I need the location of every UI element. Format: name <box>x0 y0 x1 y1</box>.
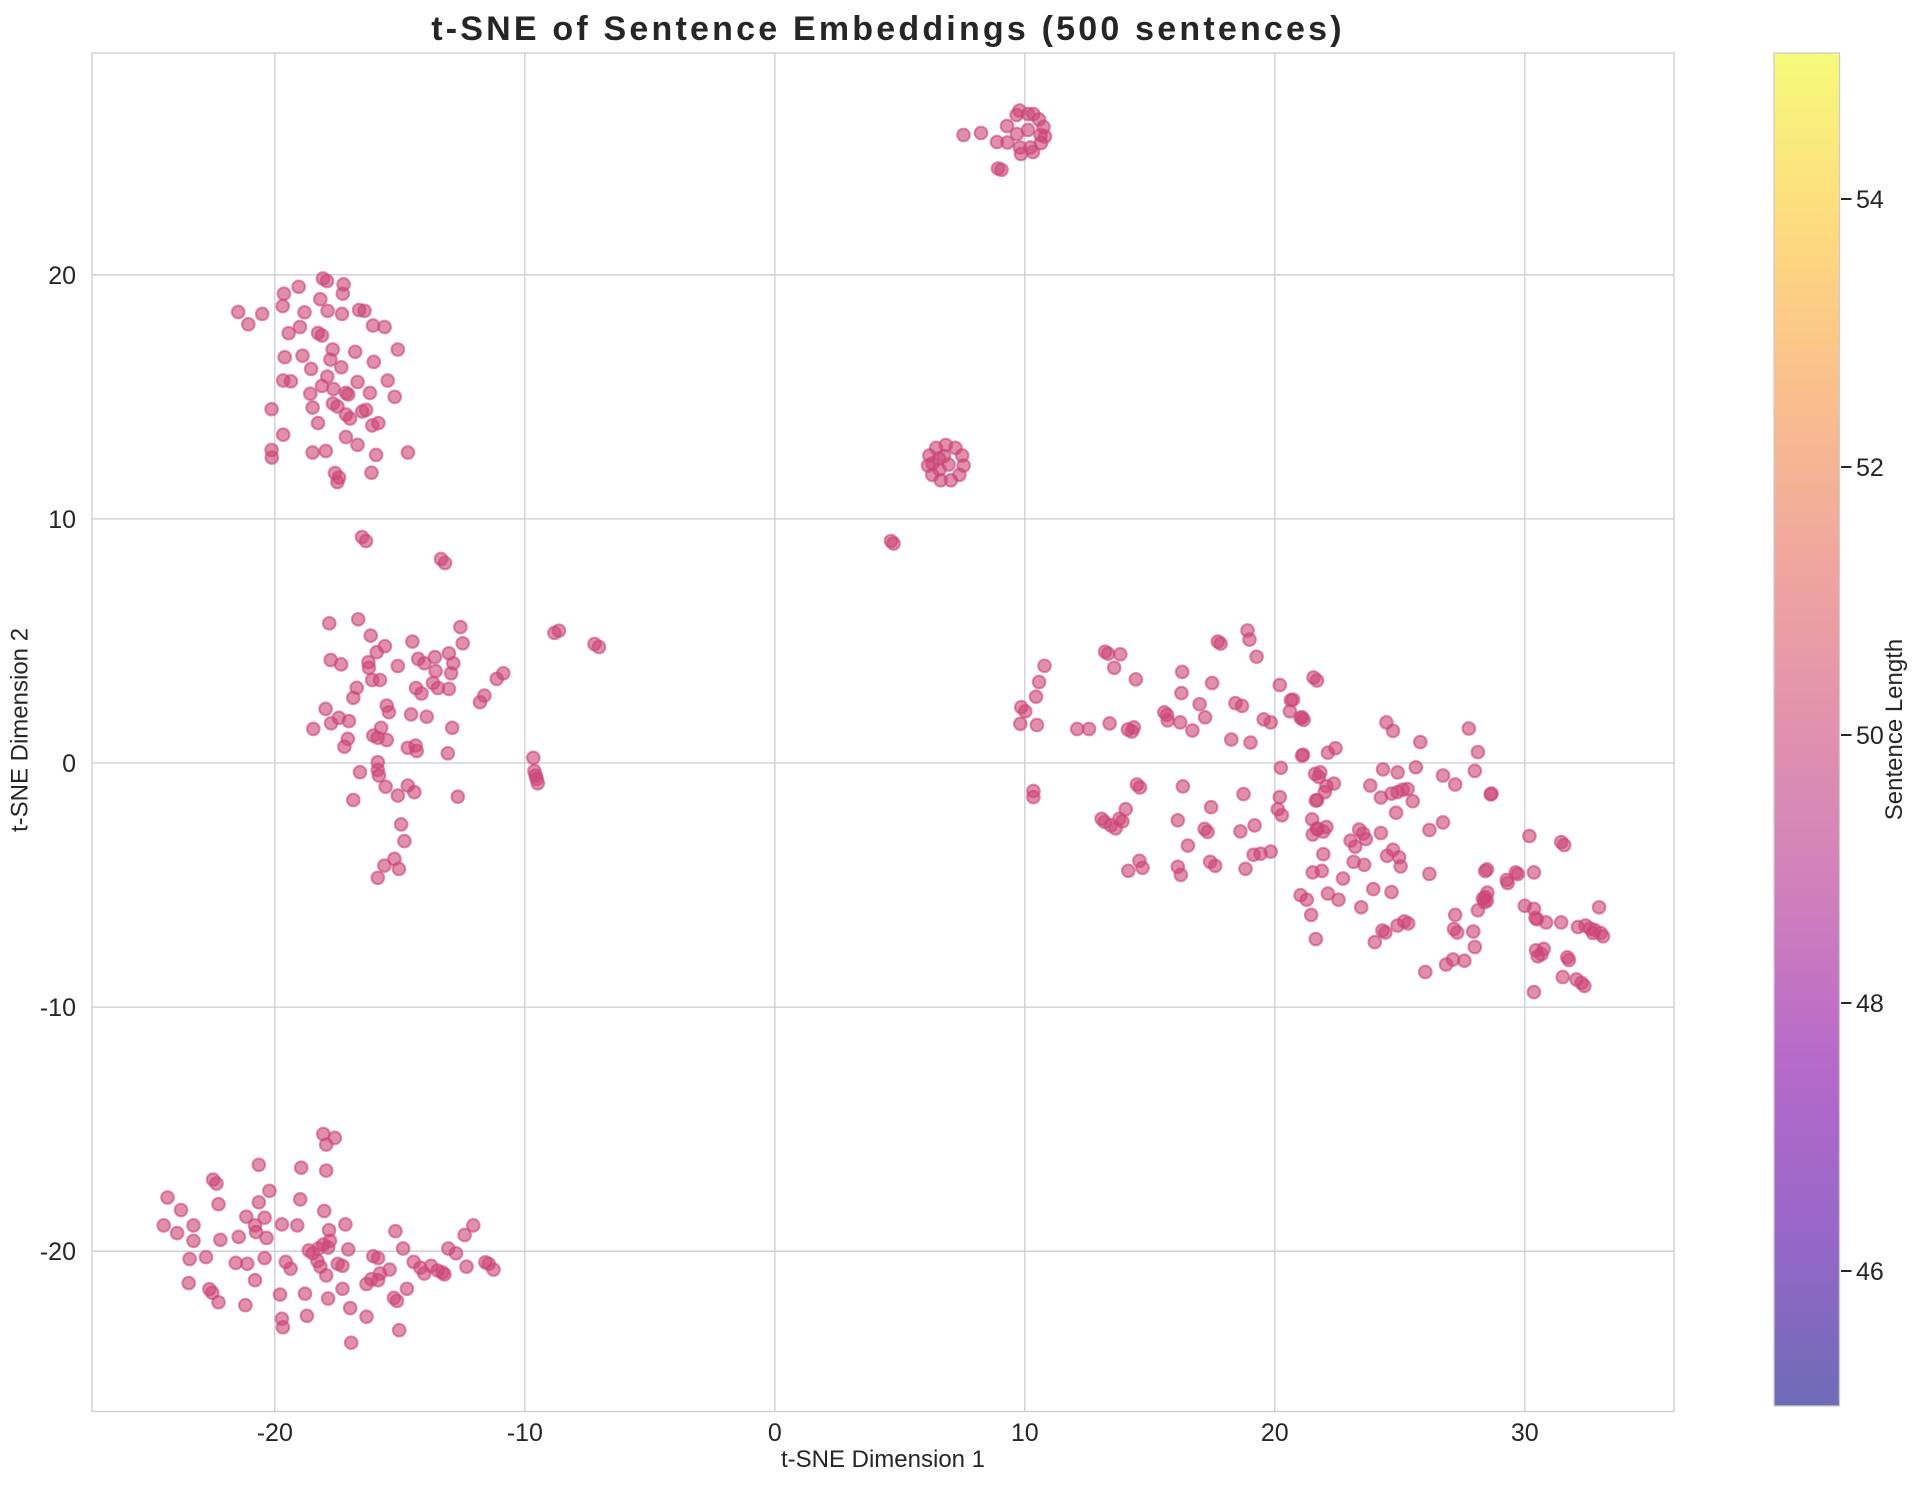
svg-text:-20: -20 <box>257 1419 293 1447</box>
svg-text:48: 48 <box>1856 990 1884 1018</box>
svg-text:t-SNE of Sentence Embeddings (: t-SNE of Sentence Embeddings (500 senten… <box>431 10 1345 48</box>
svg-text:10: 10 <box>48 506 76 534</box>
svg-text:0: 0 <box>62 750 76 778</box>
svg-text:0: 0 <box>768 1419 782 1447</box>
svg-text:46: 46 <box>1856 1258 1884 1286</box>
svg-text:10: 10 <box>1011 1419 1039 1447</box>
svg-text:50: 50 <box>1856 722 1884 750</box>
svg-text:-20: -20 <box>40 1238 76 1266</box>
svg-text:-10: -10 <box>507 1419 543 1447</box>
svg-text:-10: -10 <box>40 994 76 1022</box>
svg-text:20: 20 <box>1261 1419 1289 1447</box>
svg-text:20: 20 <box>48 262 76 290</box>
svg-text:Sentence Length: Sentence Length <box>1881 639 1908 821</box>
svg-text:54: 54 <box>1856 186 1884 214</box>
svg-text:30: 30 <box>1511 1419 1539 1447</box>
svg-text:52: 52 <box>1856 454 1884 482</box>
svg-text:t-SNE Dimension 1: t-SNE Dimension 1 <box>781 1446 985 1473</box>
svg-text:t-SNE Dimension 2: t-SNE Dimension 2 <box>7 628 34 832</box>
